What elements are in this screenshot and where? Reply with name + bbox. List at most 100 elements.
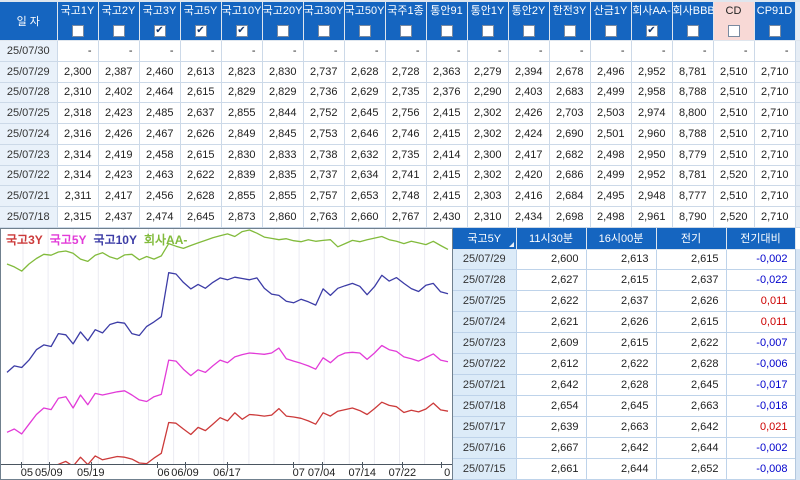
rate-cell: 2,974 — [631, 102, 673, 125]
series-checkbox-unchecked[interactable] — [399, 24, 412, 37]
quote-change-cell: -0,008 — [726, 458, 796, 480]
rate-cell: 2,632 — [344, 144, 386, 166]
series-checkbox-unchecked[interactable] — [686, 24, 699, 37]
series-line-회사AA- — [6, 229, 449, 272]
quote-row[interactable]: 25/07/29 2,600 2,613 2,615 -0,002 — [453, 249, 796, 271]
rate-cell: 2,424 — [508, 123, 550, 145]
column-label: 회사AA- — [632, 5, 671, 17]
rate-cell: 2,420 — [508, 165, 550, 187]
checkbox-wrap — [58, 21, 98, 40]
quote-row[interactable]: 25/07/18 2,654 2,645 2,663 -0,018 — [453, 395, 796, 418]
axis-tick-mark — [402, 462, 404, 468]
series-checkbox-unchecked[interactable] — [522, 24, 535, 37]
quote-row[interactable]: 25/07/23 2,609 2,615 2,622 -0,007 — [453, 332, 796, 355]
quote-prev-cell: 2,615 — [656, 249, 727, 271]
rates-row[interactable]: 25/07/22 2,314 2,423 2,463 2,622 2,839 2,835 2,… — [0, 165, 800, 187]
yield-chart — [6, 229, 449, 464]
series-checkbox-checked[interactable]: ✔ — [235, 24, 248, 37]
rate-cell: 2,757 — [303, 185, 345, 208]
rate-cell: - — [344, 40, 386, 62]
rate-cell: 2,756 — [385, 102, 427, 125]
series-checkbox-unchecked[interactable] — [358, 24, 371, 37]
column-label: 회사BBB- — [672, 5, 713, 17]
rate-cell: 2,423 — [98, 165, 140, 187]
series-checkbox-checked[interactable]: ✔ — [645, 24, 658, 37]
series-checkbox-checked[interactable]: ✔ — [194, 24, 207, 37]
rate-cell: - — [139, 40, 181, 62]
rate-cell: 2,628 — [180, 185, 222, 208]
quote-date-cell: 25/07/23 — [453, 332, 517, 355]
rates-row[interactable]: 25/07/24 2,316 2,426 2,467 2,626 2,849 2,845 2,… — [0, 123, 800, 145]
series-checkbox-unchecked[interactable] — [440, 24, 453, 37]
rate-cell: 2,300 — [467, 144, 509, 166]
rates-row[interactable]: 25/07/23 2,314 2,419 2,458 2,615 2,830 2,833 2,… — [0, 144, 800, 166]
rates-row[interactable]: 25/07/29 2,300 2,387 2,460 2,613 2,823 2,830 2,… — [0, 61, 800, 83]
column-label: 산금1Y — [593, 5, 628, 17]
series-checkbox-unchecked[interactable] — [727, 24, 740, 37]
column-label: 국고1Y — [60, 5, 95, 17]
series-checkbox-unchecked[interactable] — [276, 24, 289, 37]
rate-cell: 2,829 — [221, 82, 263, 104]
rate-cell: 2,426 — [98, 123, 140, 145]
rate-cell: 2,710 — [754, 165, 796, 187]
date-cell: 25/07/28 — [0, 82, 58, 104]
column-header-3: 국고3Y ✔ — [139, 2, 181, 41]
series-checkbox-unchecked[interactable] — [604, 24, 617, 37]
rates-row[interactable]: 25/07/28 2,310 2,402 2,464 2,615 2,829 2,829 2,… — [0, 82, 800, 104]
quote-row[interactable]: 25/07/16 2,667 2,642 2,644 -0,002 — [453, 437, 796, 460]
series-checkbox-unchecked[interactable] — [317, 24, 330, 37]
axis-tick-label: 07/04 — [307, 467, 336, 479]
quote-row[interactable]: 25/07/17 2,639 2,663 2,642 0,021 — [453, 416, 796, 439]
rate-cell: 2,315 — [57, 206, 99, 228]
series-checkbox-checked[interactable]: ✔ — [153, 24, 166, 37]
quote-1130-cell: 2,622 — [516, 290, 587, 313]
quote-column-header: 전기대비 — [726, 228, 796, 250]
legend-item: 국고10Y — [93, 233, 137, 247]
series-checkbox-unchecked[interactable] — [563, 24, 576, 37]
series-checkbox-unchecked[interactable] — [768, 24, 781, 37]
quote-row[interactable]: 25/07/28 2,627 2,615 2,637 -0,022 — [453, 269, 796, 292]
series-checkbox-unchecked[interactable] — [112, 24, 125, 37]
rate-cell: 2,823 — [221, 61, 263, 83]
rate-cell: 2,710 — [754, 123, 796, 145]
table-scroll-sliver — [795, 185, 800, 208]
quote-1130-cell: 2,642 — [516, 374, 587, 397]
date-cell: 25/07/21 — [0, 185, 58, 208]
column-header-11: 통안1Y — [467, 2, 509, 41]
date-cell: 25/07/25 — [0, 102, 58, 125]
quote-row[interactable]: 25/07/15 2,661 2,644 2,652 -0,008 — [453, 458, 796, 480]
column-label: 국고20Y — [262, 5, 303, 17]
quote-table-scrollbar[interactable] — [795, 249, 800, 480]
rate-cell: - — [221, 40, 263, 62]
series-checkbox-unchecked[interactable] — [71, 24, 84, 37]
quote-row[interactable]: 25/07/22 2,612 2,622 2,628 -0,006 — [453, 353, 796, 376]
rate-cell: 2,737 — [303, 165, 345, 187]
quote-row[interactable]: 25/07/25 2,622 2,637 2,626 0,011 — [453, 290, 796, 313]
axis-tick-label: 06/09 — [171, 467, 199, 479]
quote-prev-cell: 2,644 — [656, 437, 727, 460]
rate-cell: 2,510 — [713, 61, 755, 83]
rate-cell: 2,510 — [713, 82, 755, 104]
quote-1600-cell: 2,645 — [586, 395, 657, 418]
quote-1600-cell: 2,628 — [586, 374, 657, 397]
quote-prev-cell: 2,615 — [656, 311, 727, 334]
rate-cell: 2,710 — [754, 82, 796, 104]
quote-sort-column-header[interactable]: 국고5Y — [453, 228, 517, 250]
rates-row[interactable]: 25/07/18 2,315 2,437 2,474 2,645 2,873 2,860 2,… — [0, 206, 800, 228]
rates-row[interactable]: 25/07/25 2,318 2,423 2,485 2,637 2,855 2,844 2,… — [0, 102, 800, 125]
quote-1600-cell: 2,644 — [586, 458, 657, 480]
rate-cell: 2,690 — [549, 123, 591, 145]
quote-date-cell: 25/07/25 — [453, 290, 517, 313]
quote-row[interactable]: 25/07/24 2,621 2,626 2,615 0,011 — [453, 311, 796, 334]
quote-date-cell: 25/07/16 — [453, 437, 517, 460]
rate-cell: 2,615 — [180, 144, 222, 166]
rates-row[interactable]: 25/07/30- - - - - - - - - - - - - - - - - - — [0, 40, 800, 62]
rate-cell: 2,496 — [590, 61, 632, 83]
quote-row[interactable]: 25/07/21 2,642 2,628 2,645 -0,017 — [453, 374, 796, 397]
rate-cell: 2,710 — [754, 102, 796, 125]
rate-cell: 2,646 — [344, 123, 386, 145]
rates-row[interactable]: 25/07/21 2,311 2,417 2,456 2,628 2,855 2,855 2,… — [0, 185, 800, 208]
rate-cell: 2,653 — [344, 185, 386, 208]
series-checkbox-unchecked[interactable] — [481, 24, 494, 37]
chart-x-axis: 05 05/09 05/19 06 06/09 06/17 07 07/04 07/14 07/2… — [1, 462, 452, 479]
